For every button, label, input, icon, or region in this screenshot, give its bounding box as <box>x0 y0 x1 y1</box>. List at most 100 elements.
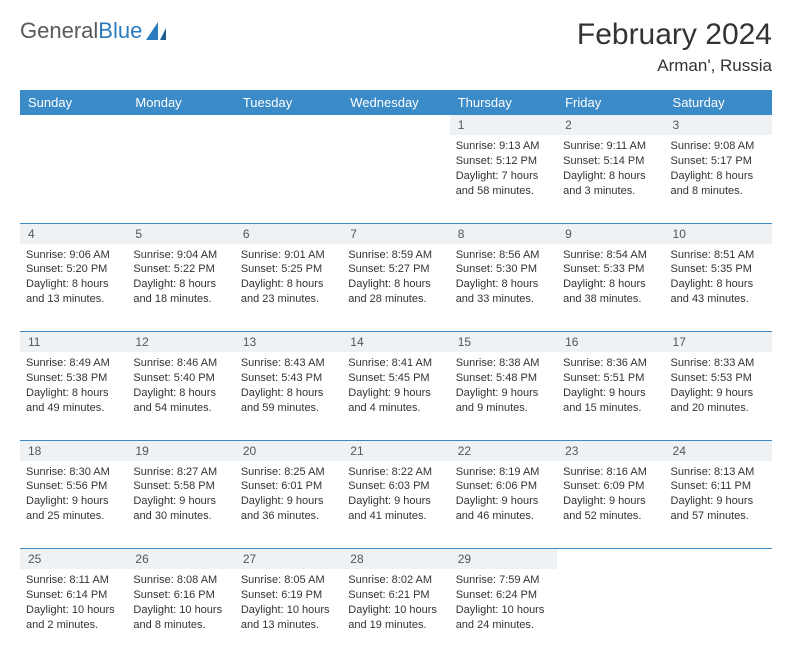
sunrise-line: Sunrise: 8:22 AM <box>348 465 443 480</box>
daylight-line: Daylight: 8 hours and 49 minutes. <box>26 386 121 416</box>
daynum-row: 11121314151617 <box>20 332 772 353</box>
daylight-line: Daylight: 9 hours and 4 minutes. <box>348 386 443 416</box>
day-cell: Sunrise: 8:54 AMSunset: 5:33 PMDaylight:… <box>557 244 664 332</box>
day-header: Saturday <box>665 90 772 115</box>
sunset-line: Sunset: 5:27 PM <box>348 262 443 277</box>
content-row: Sunrise: 8:49 AMSunset: 5:38 PMDaylight:… <box>20 352 772 440</box>
daylight-line: Daylight: 9 hours and 9 minutes. <box>456 386 551 416</box>
sunset-line: Sunset: 6:06 PM <box>456 479 551 494</box>
sunrise-line: Sunrise: 8:36 AM <box>563 356 658 371</box>
sunrise-line: Sunrise: 9:06 AM <box>26 248 121 263</box>
day-cell <box>342 135 449 223</box>
daylight-line: Daylight: 10 hours and 8 minutes. <box>133 603 228 633</box>
day-number-cell: 20 <box>235 440 342 461</box>
day-cell: Sunrise: 8:25 AMSunset: 6:01 PMDaylight:… <box>235 461 342 549</box>
sunset-line: Sunset: 5:43 PM <box>241 371 336 386</box>
day-cell: Sunrise: 9:08 AMSunset: 5:17 PMDaylight:… <box>665 135 772 223</box>
day-cell: Sunrise: 8:38 AMSunset: 5:48 PMDaylight:… <box>450 352 557 440</box>
sunset-line: Sunset: 5:45 PM <box>348 371 443 386</box>
day-number-cell: 11 <box>20 332 127 353</box>
day-cell: Sunrise: 8:41 AMSunset: 5:45 PMDaylight:… <box>342 352 449 440</box>
content-row: Sunrise: 9:13 AMSunset: 5:12 PMDaylight:… <box>20 135 772 223</box>
sunrise-line: Sunrise: 8:25 AM <box>241 465 336 480</box>
sunset-line: Sunset: 6:21 PM <box>348 588 443 603</box>
daylight-line: Daylight: 8 hours and 18 minutes. <box>133 277 228 307</box>
daylight-line: Daylight: 9 hours and 30 minutes. <box>133 494 228 524</box>
day-cell: Sunrise: 9:13 AMSunset: 5:12 PMDaylight:… <box>450 135 557 223</box>
calendar-table: Sunday Monday Tuesday Wednesday Thursday… <box>20 90 772 657</box>
sunrise-line: Sunrise: 8:33 AM <box>671 356 766 371</box>
day-number-cell: 7 <box>342 223 449 244</box>
day-cell <box>665 569 772 657</box>
day-number-cell: 21 <box>342 440 449 461</box>
sunrise-line: Sunrise: 8:30 AM <box>26 465 121 480</box>
sunset-line: Sunset: 5:56 PM <box>26 479 121 494</box>
daynum-row: 2526272829 <box>20 549 772 570</box>
day-cell: Sunrise: 8:05 AMSunset: 6:19 PMDaylight:… <box>235 569 342 657</box>
sunset-line: Sunset: 6:14 PM <box>26 588 121 603</box>
header: GeneralBlue February 2024 Arman', Russia <box>20 18 772 76</box>
day-header: Monday <box>127 90 234 115</box>
sunrise-line: Sunrise: 9:04 AM <box>133 248 228 263</box>
sunset-line: Sunset: 5:22 PM <box>133 262 228 277</box>
sunset-line: Sunset: 6:09 PM <box>563 479 658 494</box>
day-cell: Sunrise: 8:11 AMSunset: 6:14 PMDaylight:… <box>20 569 127 657</box>
sunset-line: Sunset: 6:01 PM <box>241 479 336 494</box>
daylight-line: Daylight: 8 hours and 43 minutes. <box>671 277 766 307</box>
day-cell <box>235 135 342 223</box>
day-number-cell: 18 <box>20 440 127 461</box>
location: Arman', Russia <box>577 56 772 76</box>
sunrise-line: Sunrise: 8:49 AM <box>26 356 121 371</box>
daynum-row: 45678910 <box>20 223 772 244</box>
day-header: Sunday <box>20 90 127 115</box>
day-cell: Sunrise: 8:36 AMSunset: 5:51 PMDaylight:… <box>557 352 664 440</box>
sunrise-line: Sunrise: 8:27 AM <box>133 465 228 480</box>
sunrise-line: Sunrise: 8:13 AM <box>671 465 766 480</box>
sunset-line: Sunset: 6:03 PM <box>348 479 443 494</box>
day-number-cell: 24 <box>665 440 772 461</box>
day-number-cell: 2 <box>557 115 664 135</box>
day-number-cell: 5 <box>127 223 234 244</box>
day-number-cell: 8 <box>450 223 557 244</box>
day-cell: Sunrise: 9:04 AMSunset: 5:22 PMDaylight:… <box>127 244 234 332</box>
day-cell: Sunrise: 8:33 AMSunset: 5:53 PMDaylight:… <box>665 352 772 440</box>
day-cell: Sunrise: 9:01 AMSunset: 5:25 PMDaylight:… <box>235 244 342 332</box>
day-number-cell: 9 <box>557 223 664 244</box>
sunset-line: Sunset: 5:17 PM <box>671 154 766 169</box>
sunrise-line: Sunrise: 8:51 AM <box>671 248 766 263</box>
daylight-line: Daylight: 9 hours and 46 minutes. <box>456 494 551 524</box>
daylight-line: Daylight: 10 hours and 13 minutes. <box>241 603 336 633</box>
sunrise-line: Sunrise: 8:02 AM <box>348 573 443 588</box>
day-number-cell: 17 <box>665 332 772 353</box>
day-number-cell <box>127 115 234 135</box>
day-number-cell: 27 <box>235 549 342 570</box>
day-number-cell: 19 <box>127 440 234 461</box>
sunrise-line: Sunrise: 8:46 AM <box>133 356 228 371</box>
daylight-line: Daylight: 9 hours and 52 minutes. <box>563 494 658 524</box>
sunset-line: Sunset: 5:12 PM <box>456 154 551 169</box>
daylight-line: Daylight: 10 hours and 2 minutes. <box>26 603 121 633</box>
day-number-cell: 26 <box>127 549 234 570</box>
daylight-line: Daylight: 8 hours and 59 minutes. <box>241 386 336 416</box>
logo-text-gray: General <box>20 18 98 43</box>
sunrise-line: Sunrise: 8:41 AM <box>348 356 443 371</box>
day-cell: Sunrise: 8:16 AMSunset: 6:09 PMDaylight:… <box>557 461 664 549</box>
sunrise-line: Sunrise: 8:38 AM <box>456 356 551 371</box>
sunrise-line: Sunrise: 8:08 AM <box>133 573 228 588</box>
day-number-cell <box>342 115 449 135</box>
sunset-line: Sunset: 5:40 PM <box>133 371 228 386</box>
sunrise-line: Sunrise: 8:59 AM <box>348 248 443 263</box>
daylight-line: Daylight: 8 hours and 54 minutes. <box>133 386 228 416</box>
sunrise-line: Sunrise: 8:54 AM <box>563 248 658 263</box>
day-number-cell: 22 <box>450 440 557 461</box>
sunrise-line: Sunrise: 8:05 AM <box>241 573 336 588</box>
logo-text-blue: Blue <box>98 18 142 43</box>
day-cell: Sunrise: 8:08 AMSunset: 6:16 PMDaylight:… <box>127 569 234 657</box>
daylight-line: Daylight: 8 hours and 8 minutes. <box>671 169 766 199</box>
day-number-cell: 29 <box>450 549 557 570</box>
day-number-cell: 16 <box>557 332 664 353</box>
day-cell <box>20 135 127 223</box>
day-number-cell: 10 <box>665 223 772 244</box>
sunset-line: Sunset: 5:25 PM <box>241 262 336 277</box>
daylight-line: Daylight: 8 hours and 13 minutes. <box>26 277 121 307</box>
